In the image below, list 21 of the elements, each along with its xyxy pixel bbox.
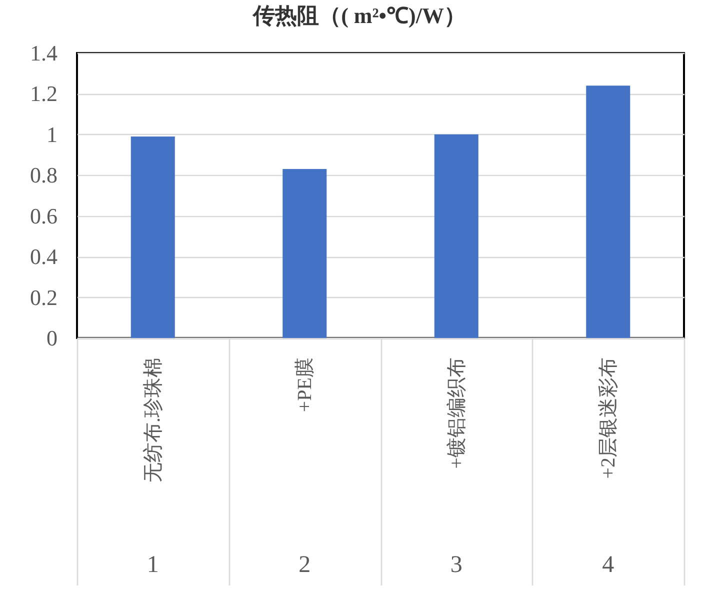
y-tick-label: 0.6 bbox=[30, 203, 58, 228]
y-tick-label: 1 bbox=[46, 122, 58, 147]
y-tick-label: 0.8 bbox=[30, 162, 58, 188]
bar bbox=[130, 136, 175, 338]
bar bbox=[282, 169, 327, 338]
x-tick-label: +镀铝编织布 bbox=[446, 358, 468, 469]
y-tick-label: 0 bbox=[46, 326, 58, 350]
text: 3 bbox=[450, 552, 462, 578]
x-tick-label: +2层银迷彩布 bbox=[598, 358, 620, 479]
text: 1 bbox=[146, 552, 159, 578]
x-tick-label: 无纺布.珍珠棉 bbox=[142, 358, 164, 482]
bar bbox=[434, 134, 478, 338]
text: 2 bbox=[298, 552, 311, 578]
y-tick-label: 0.4 bbox=[30, 244, 58, 270]
bar bbox=[586, 86, 630, 338]
chart-title: 传热阻（( m²•℃)/W） bbox=[252, 3, 466, 28]
y-tick-label: 1.4 bbox=[30, 40, 58, 66]
y-tick-label: 0.2 bbox=[30, 284, 58, 310]
x-tick-label: +PE膜 bbox=[294, 358, 316, 412]
text: 4 bbox=[602, 552, 614, 578]
y-tick-label: 1.2 bbox=[30, 81, 58, 106]
